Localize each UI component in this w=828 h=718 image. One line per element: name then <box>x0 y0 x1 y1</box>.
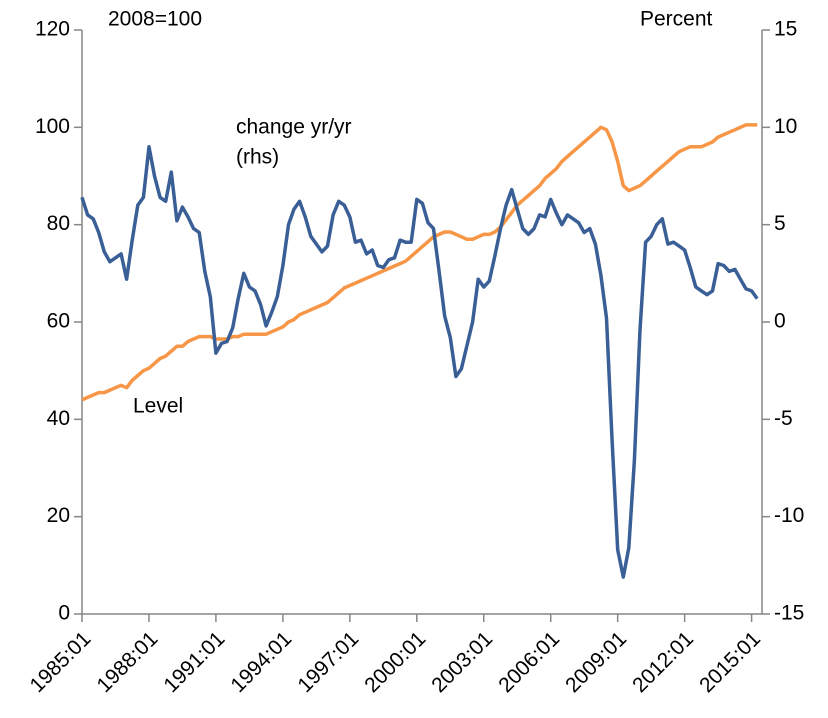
series-line <box>80 145 759 579</box>
y-tick-label: 80 <box>47 212 70 235</box>
x-tick-label: 2012:01 <box>628 627 698 697</box>
x-tick-label: 1997:01 <box>293 627 363 697</box>
x-tick-label: 2015:01 <box>695 627 765 697</box>
right-axis-unit: Percent <box>640 8 713 31</box>
y2-tick-label: 15 <box>774 18 797 41</box>
y-tick-label: 20 <box>47 504 70 527</box>
x-tick-label: 2006:01 <box>494 627 564 697</box>
y2-tick-label: 0 <box>774 310 786 333</box>
y-tick-label: 0 <box>58 602 70 625</box>
y2-tick-label: -10 <box>774 504 804 527</box>
series-label: (rhs) <box>236 146 279 169</box>
y-tick-label: 60 <box>47 310 70 333</box>
y2-tick-label: 10 <box>774 115 797 138</box>
series-label: change yr/yr <box>236 116 352 139</box>
y-tick-label: 120 <box>35 18 70 41</box>
x-tick-label: 1988:01 <box>92 627 162 697</box>
series-label: Level <box>133 395 183 418</box>
series-line <box>81 123 758 402</box>
y-tick-label: 100 <box>35 115 70 138</box>
x-tick-label: 1991:01 <box>159 627 229 697</box>
x-tick-label: 2009:01 <box>561 627 631 697</box>
y2-tick-label: -5 <box>774 407 793 430</box>
x-tick-label: 2000:01 <box>360 627 430 697</box>
x-tick-label: 1994:01 <box>226 627 296 697</box>
x-tick-label: 1985:01 <box>26 627 96 697</box>
left-axis-unit: 2008=100 <box>108 8 202 31</box>
y-tick-label: 40 <box>47 407 70 430</box>
x-tick-label: 2003:01 <box>427 627 497 697</box>
y2-tick-label: -15 <box>774 602 804 625</box>
y2-tick-label: 5 <box>774 212 786 235</box>
